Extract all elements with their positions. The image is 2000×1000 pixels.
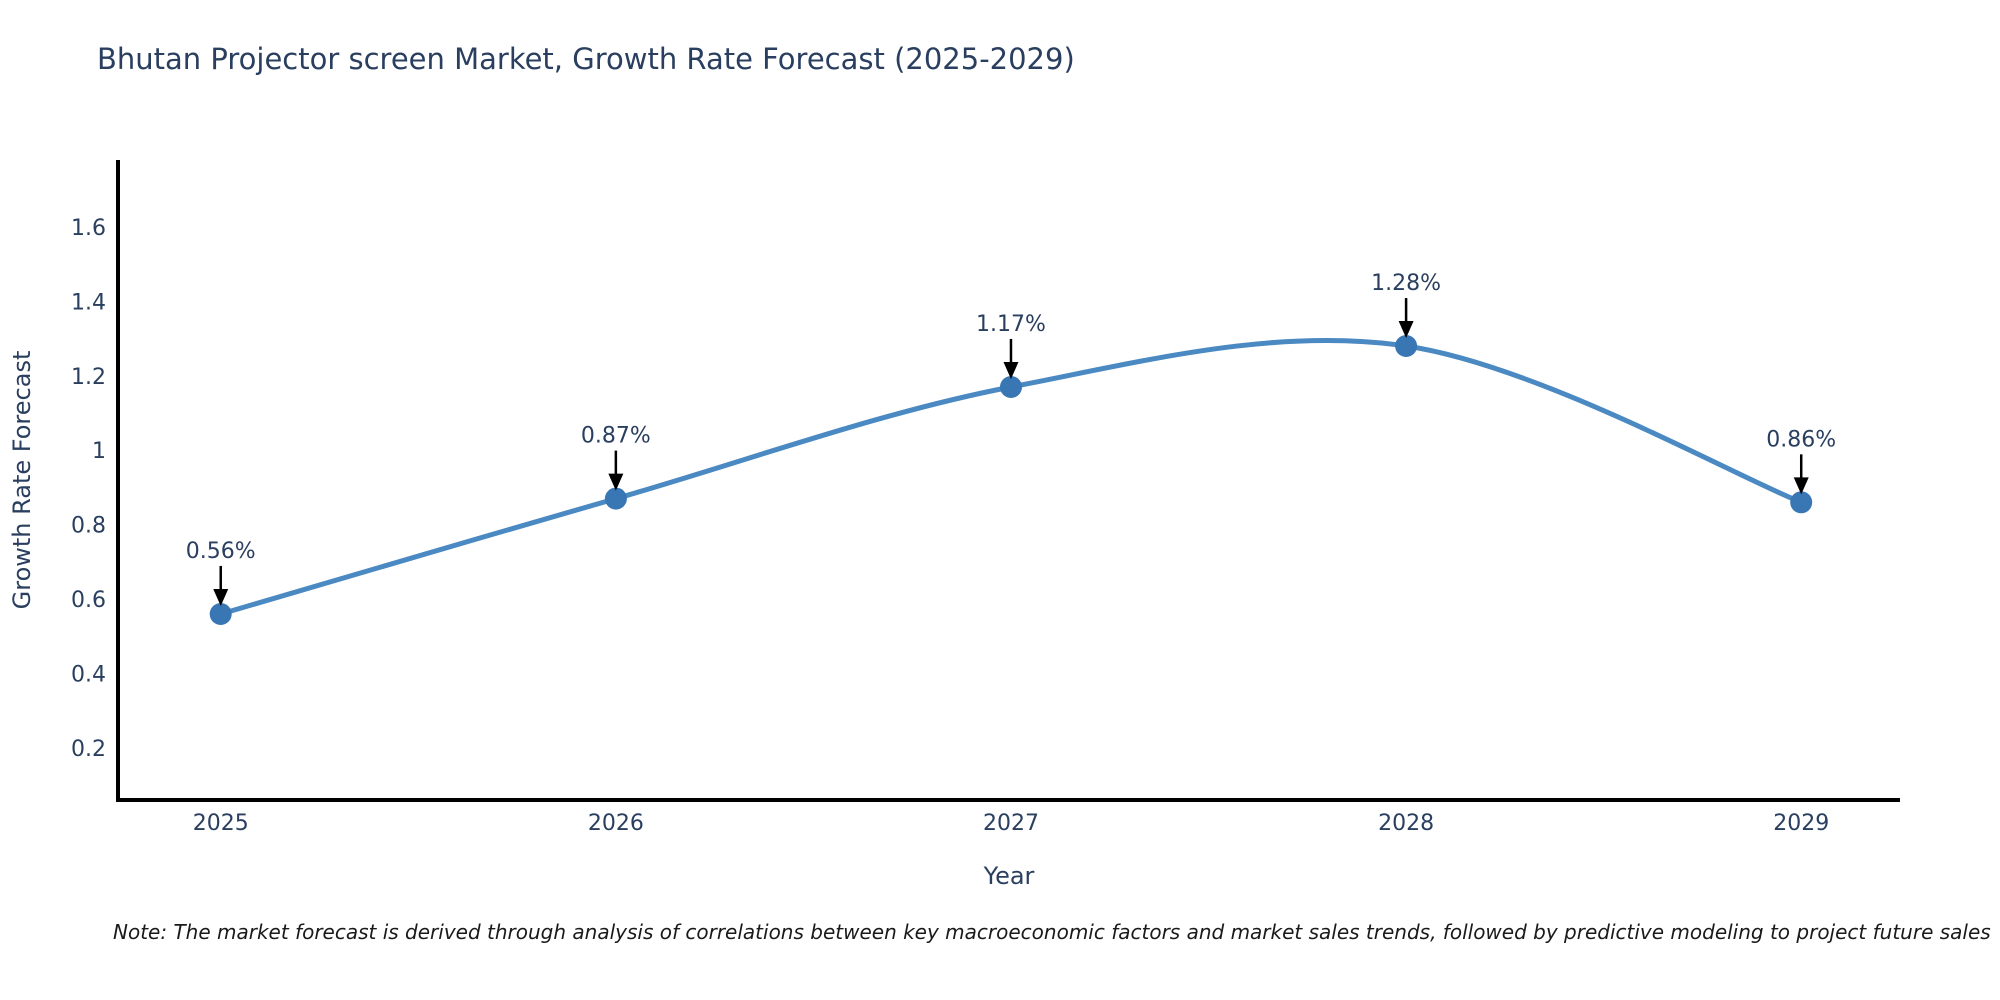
footnote: Note: The market forecast is derived thr… xyxy=(113,920,1991,944)
point-annotation-label: 0.56% xyxy=(186,539,256,564)
x-tick-label: 2029 xyxy=(1773,811,1829,836)
point-annotation: 1.28% xyxy=(1371,271,1441,339)
data-point-marker xyxy=(1000,376,1022,398)
x-tick-label: 2025 xyxy=(193,811,249,836)
point-annotation-label: 0.86% xyxy=(1766,427,1836,452)
y-tick-label: 1.4 xyxy=(71,290,106,315)
annotation-arrow-head xyxy=(1003,361,1019,379)
y-tick-label: 1 xyxy=(92,439,106,464)
y-tick-label: 0.6 xyxy=(71,588,106,613)
y-axis-title: Growth Rate Forecast xyxy=(8,351,36,610)
axis-lines xyxy=(116,160,1900,802)
annotation-arrow-head xyxy=(608,473,624,491)
annotation-arrow-head xyxy=(1793,477,1809,495)
y-tick-label: 0.8 xyxy=(71,514,106,539)
point-annotation: 0.87% xyxy=(581,424,651,491)
x-tick-label: 2026 xyxy=(588,811,644,836)
x-tick-label: 2027 xyxy=(983,811,1039,836)
x-tick-label: 2028 xyxy=(1378,811,1434,836)
y-tick-label: 0.4 xyxy=(71,662,106,687)
axes-layer: 0.2 0.4 0.6 0.8 1 1.2 1.4 1.6 2025 2026 2027 2028 20… xyxy=(71,160,1900,836)
y-tick-label: 1.6 xyxy=(71,216,106,241)
data-point-marker xyxy=(1790,491,1813,514)
annotation-layer: 0.56% 0.87% 1.17% 1.28% 0.86% xyxy=(186,271,1836,606)
point-annotation: 0.56% xyxy=(186,539,256,606)
point-annotation: 0.86% xyxy=(1766,427,1836,495)
point-annotation-label: 1.28% xyxy=(1371,271,1441,296)
data-point-marker xyxy=(604,487,627,510)
x-axis-title: Year xyxy=(983,862,1035,890)
point-annotation-label: 1.17% xyxy=(976,312,1046,337)
data-point-marker xyxy=(1395,335,1418,357)
chart-title: Bhutan Projector screen Market, Growth R… xyxy=(97,42,1075,76)
point-annotation: 1.17% xyxy=(976,312,1046,379)
y-tick-label: 1.2 xyxy=(71,365,106,390)
y-tick-label: 0.2 xyxy=(71,737,106,762)
annotation-arrow-head xyxy=(213,588,229,606)
series-layer xyxy=(209,335,1813,625)
point-annotation-label: 0.87% xyxy=(581,424,651,449)
annotation-arrow-head xyxy=(1398,321,1414,339)
data-point-marker xyxy=(209,603,232,625)
